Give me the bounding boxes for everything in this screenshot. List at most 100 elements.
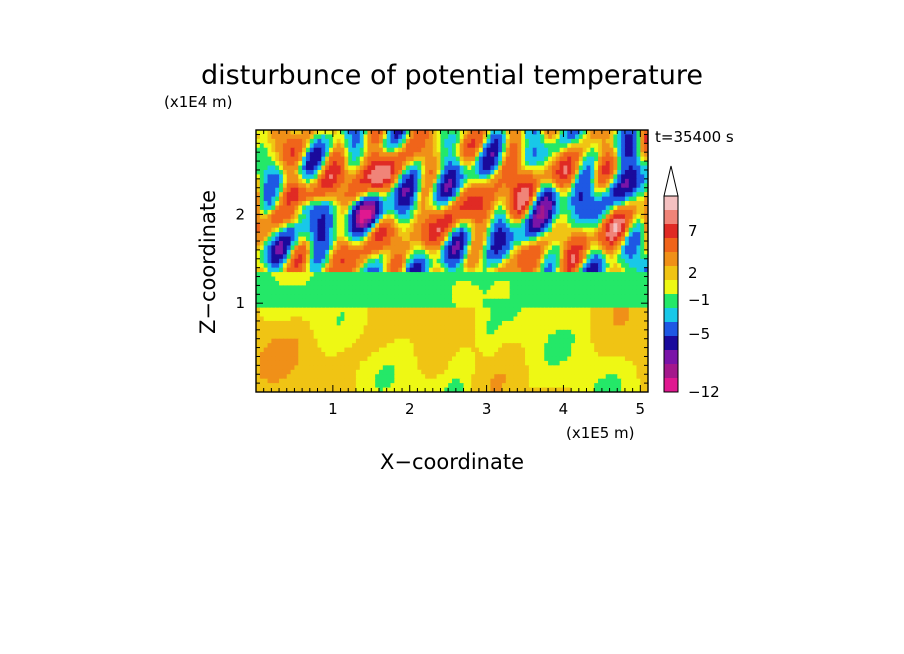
heatmap-cell (494, 289, 499, 296)
heatmap-cell (563, 263, 569, 269)
heatmap-cell (617, 325, 622, 331)
heatmap-cell (486, 138, 492, 145)
heatmap-cell (298, 196, 303, 202)
heatmap-cell (601, 205, 607, 211)
heatmap-cell (532, 343, 538, 349)
heatmap-cell (263, 178, 269, 185)
heatmap-cell (263, 272, 269, 278)
heatmap-cell (417, 174, 423, 180)
heatmap-cell (455, 143, 461, 149)
heatmap-cell (536, 205, 542, 211)
heatmap-cell (590, 196, 595, 202)
heatmap-cell (325, 267, 330, 273)
heatmap-cell (409, 289, 415, 296)
heatmap-cell (317, 205, 323, 211)
heatmap-cell (459, 147, 465, 153)
heatmap-cell (317, 329, 323, 336)
heatmap-cell (378, 294, 384, 300)
heatmap-cell (525, 201, 530, 207)
heatmap-cell (636, 241, 642, 247)
heatmap-cell (482, 334, 488, 340)
heatmap-cell (355, 161, 361, 167)
heatmap-cell (332, 152, 338, 158)
heatmap-cell (475, 209, 480, 216)
heatmap-cell (302, 130, 307, 136)
heatmap-cell (548, 138, 553, 145)
heatmap-cell (344, 325, 350, 331)
heatmap-cell (501, 312, 507, 318)
heatmap-cell (578, 329, 584, 336)
heatmap-cell (601, 258, 607, 265)
heatmap-cell (355, 218, 361, 225)
heatmap-cell (590, 161, 595, 167)
heatmap-cell (559, 174, 565, 180)
heatmap-cell (563, 298, 569, 304)
heatmap-cell (332, 174, 338, 180)
heatmap-cell (482, 249, 488, 256)
heatmap-cell (375, 147, 380, 153)
heatmap-cell (478, 263, 484, 269)
heatmap-cell (528, 258, 534, 265)
heatmap-cell (298, 187, 303, 193)
heatmap-cell (294, 334, 300, 340)
heatmap-cell (321, 214, 326, 220)
heatmap-cell (432, 147, 438, 153)
heatmap-cell (432, 201, 438, 207)
heatmap-cell (471, 192, 476, 198)
heatmap-cell (321, 316, 326, 322)
heatmap-cell (348, 263, 353, 269)
heatmap-cell (459, 214, 465, 220)
heatmap-cell (563, 201, 569, 207)
heatmap-cell (594, 320, 599, 327)
heatmap-cell (640, 307, 645, 313)
heatmap-cell (521, 307, 526, 313)
heatmap-cell (624, 178, 630, 185)
heatmap-cell (605, 298, 611, 304)
heatmap-cell (286, 307, 292, 313)
heatmap-cell (455, 187, 461, 193)
heatmap-cell (348, 138, 353, 145)
heatmap-cell (463, 183, 469, 189)
heatmap-cell (578, 267, 584, 273)
heatmap-cell (271, 249, 277, 256)
heatmap-cell (636, 192, 642, 198)
heatmap-cell (386, 303, 392, 309)
heatmap-cell (463, 232, 469, 238)
heatmap-cell (363, 289, 369, 296)
heatmap-cell (340, 263, 346, 269)
heatmap-cell (444, 298, 449, 304)
heatmap-cell (574, 147, 580, 153)
heatmap-cell (352, 267, 357, 273)
heatmap-cell (413, 258, 419, 265)
heatmap-cell (359, 227, 365, 233)
heatmap-cell (375, 236, 380, 242)
heatmap-cell (459, 254, 465, 260)
heatmap-cell (267, 218, 273, 225)
heatmap-cell (309, 312, 315, 318)
heatmap-cell (621, 205, 626, 211)
heatmap-cell (571, 165, 576, 171)
heatmap-cell (482, 152, 488, 158)
heatmap-cell (475, 147, 480, 153)
heatmap-cell (375, 227, 380, 233)
heatmap-cell (525, 325, 530, 331)
heatmap-cell (294, 249, 300, 256)
heatmap-cell (309, 267, 315, 273)
heatmap-cell (428, 152, 434, 158)
heatmap-cell (532, 254, 538, 260)
heatmap-cell (471, 334, 476, 340)
heatmap-cell (609, 165, 615, 171)
heatmap-cell (605, 183, 611, 189)
heatmap-cell (382, 218, 388, 225)
heatmap-cell (444, 272, 449, 278)
heatmap-cell (624, 276, 630, 282)
heatmap-cell (267, 316, 273, 322)
heatmap-cell (405, 254, 411, 260)
heatmap-cell (332, 249, 338, 256)
heatmap-cell (271, 312, 277, 318)
heatmap-cell (256, 236, 261, 242)
heatmap-cell (440, 152, 446, 158)
heatmap-cell (459, 169, 465, 176)
heatmap-cell (551, 298, 557, 304)
heatmap-cell (598, 329, 603, 336)
